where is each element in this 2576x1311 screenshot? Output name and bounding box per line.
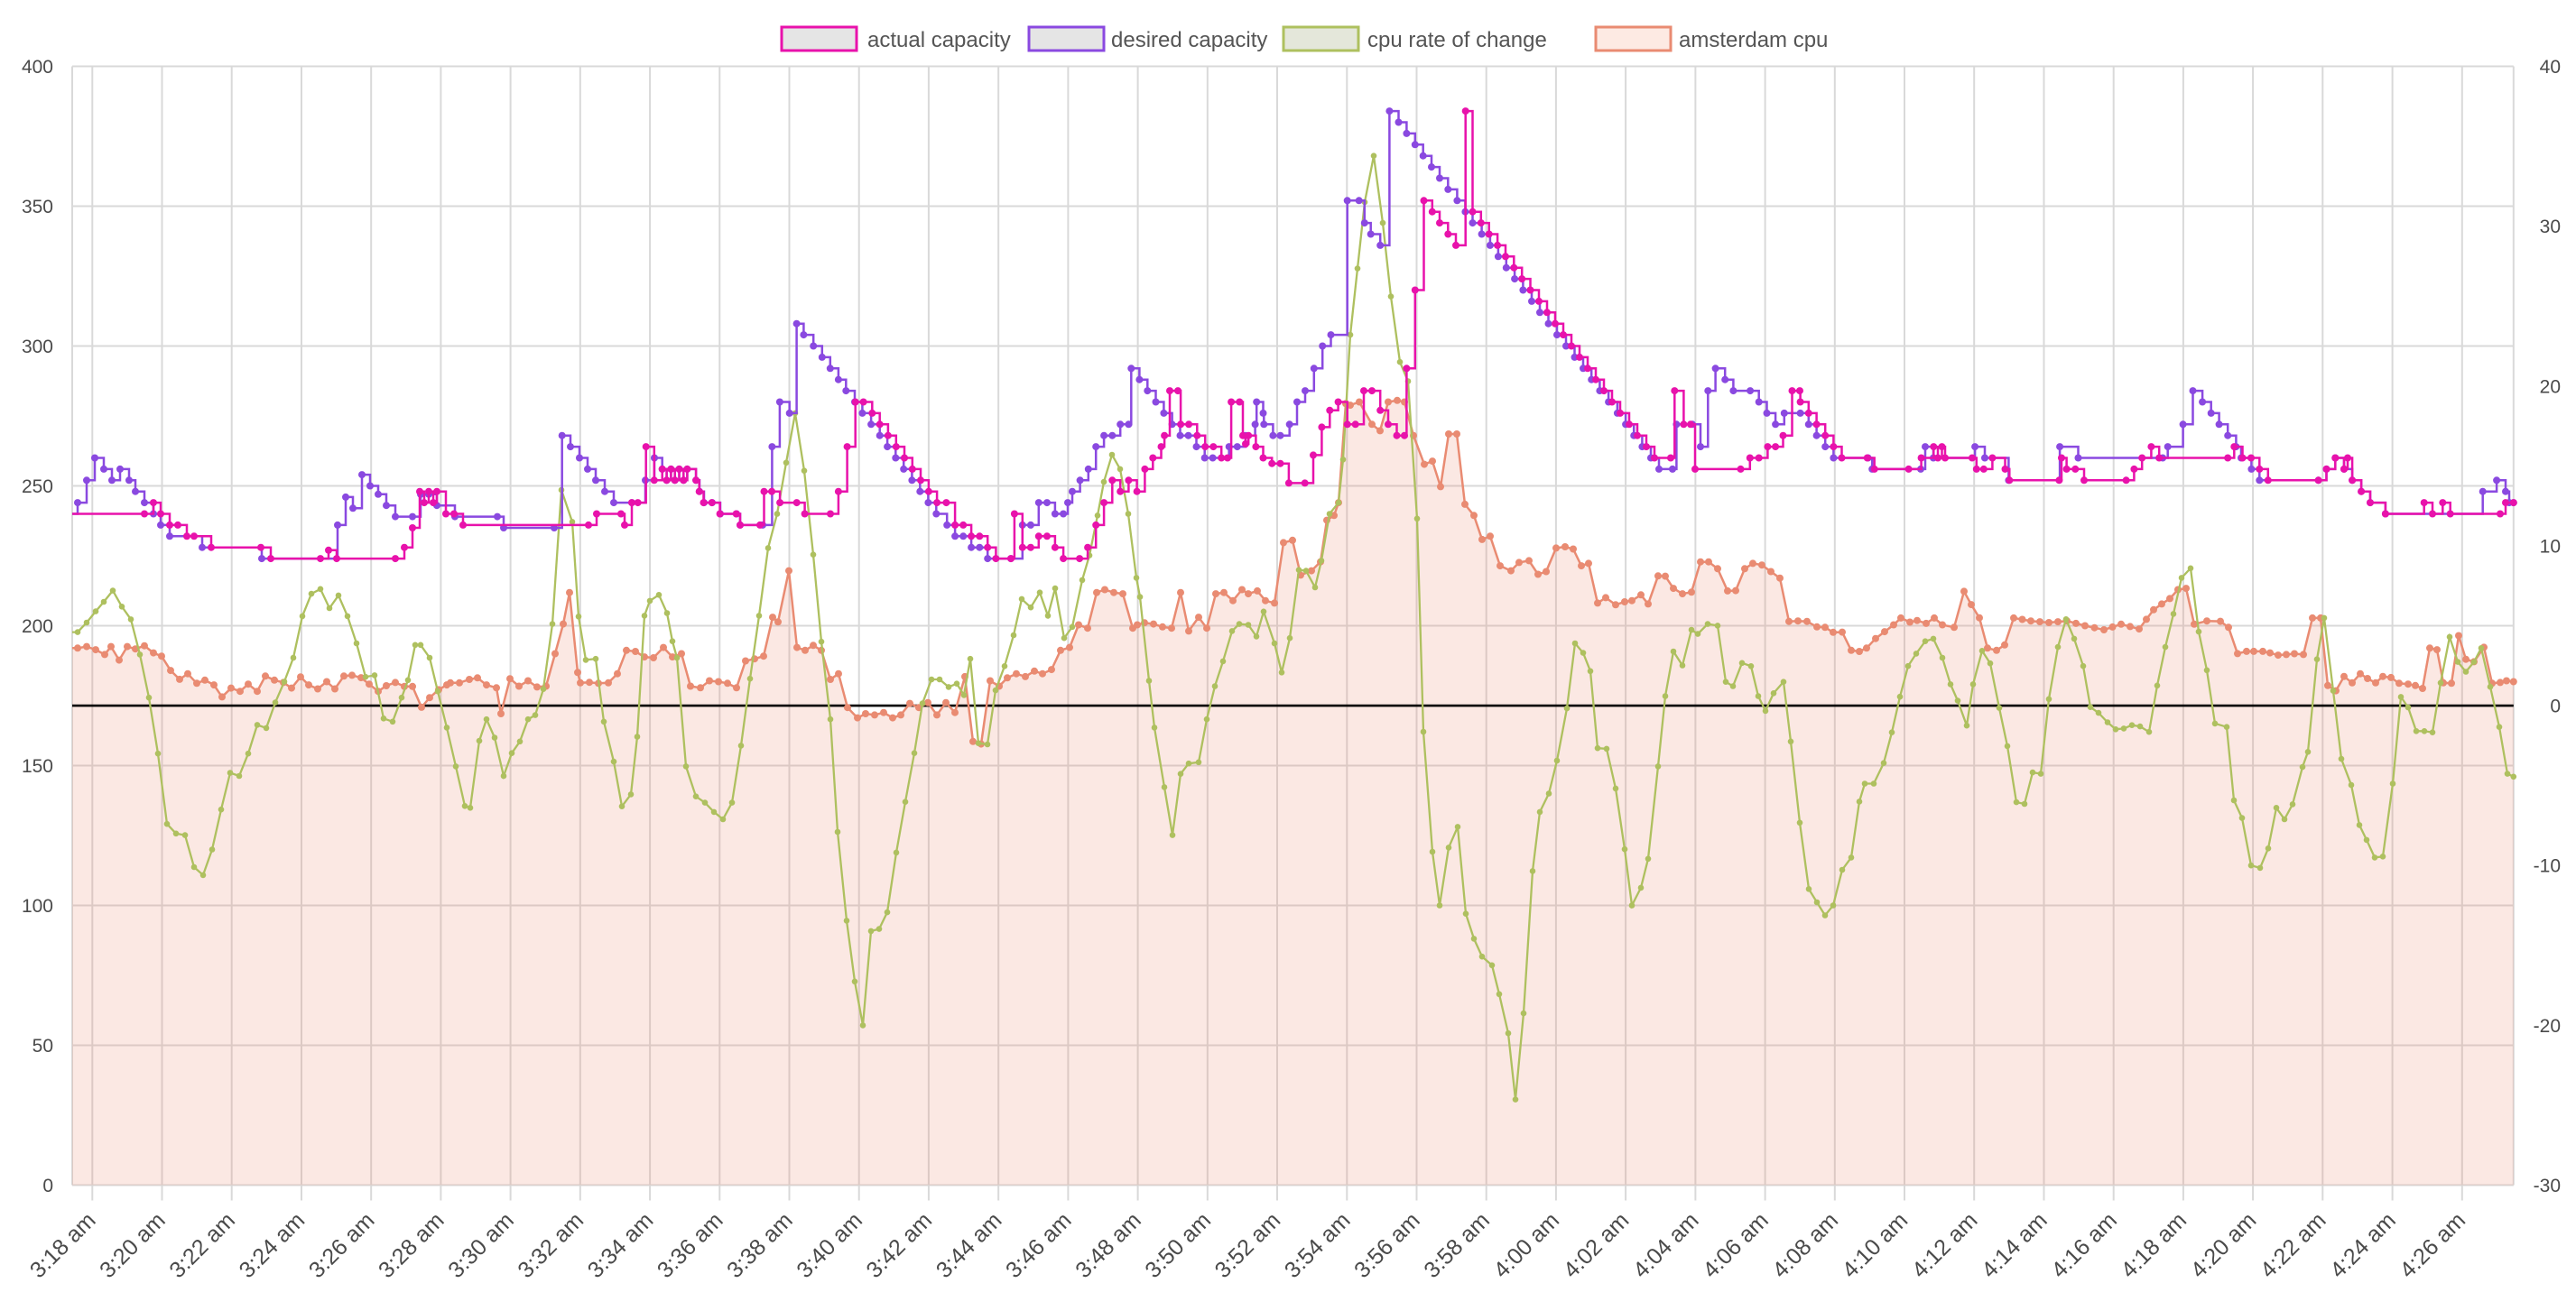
svg-text:400: 400 xyxy=(22,57,53,78)
svg-text:10: 10 xyxy=(2540,536,2561,557)
svg-text:cpu rate of change: cpu rate of change xyxy=(1367,28,1547,52)
svg-text:50: 50 xyxy=(32,1036,53,1057)
svg-text:40: 40 xyxy=(2540,57,2561,78)
svg-text:-20: -20 xyxy=(2534,1016,2561,1037)
svg-text:300: 300 xyxy=(22,337,53,357)
svg-text:250: 250 xyxy=(22,476,53,497)
svg-text:30: 30 xyxy=(2540,217,2561,237)
svg-text:350: 350 xyxy=(22,197,53,217)
svg-text:20: 20 xyxy=(2540,376,2561,397)
svg-text:desired capacity: desired capacity xyxy=(1111,28,1267,52)
svg-text:amsterdam cpu: amsterdam cpu xyxy=(1679,28,1828,52)
svg-text:150: 150 xyxy=(22,756,53,777)
svg-text:-10: -10 xyxy=(2534,856,2561,877)
svg-text:200: 200 xyxy=(22,616,53,637)
svg-text:0: 0 xyxy=(2550,697,2561,717)
svg-text:0: 0 xyxy=(42,1176,53,1196)
svg-text:-30: -30 xyxy=(2534,1176,2561,1196)
svg-text:100: 100 xyxy=(22,896,53,917)
svg-text:actual capacity: actual capacity xyxy=(867,28,1011,52)
